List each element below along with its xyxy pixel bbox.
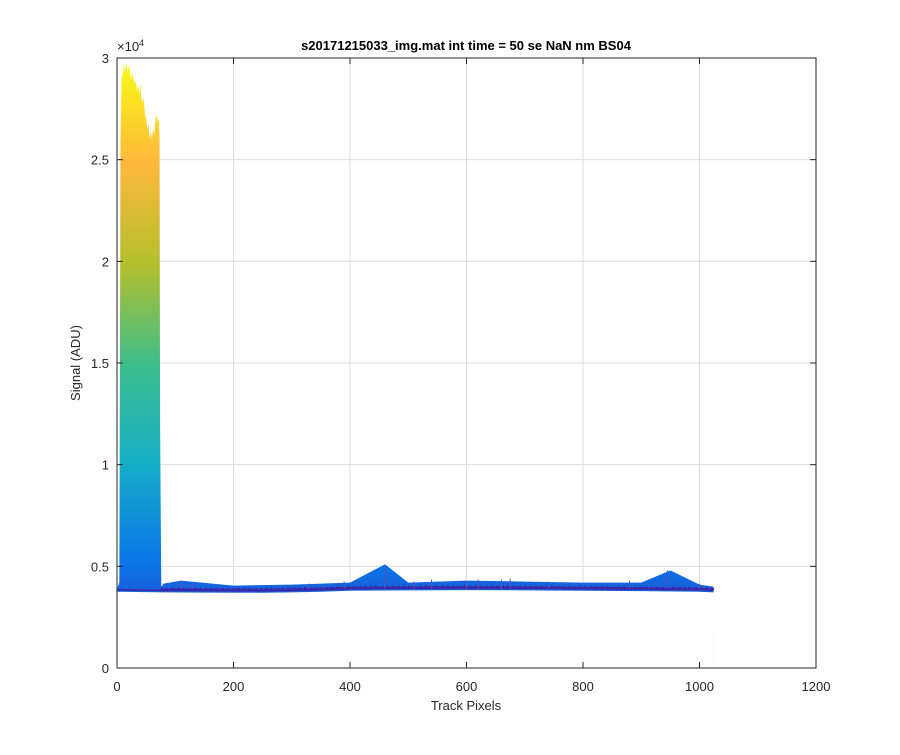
y-tick-label: 1 <box>102 458 109 473</box>
y-tick-label: 1.5 <box>91 356 109 371</box>
chart-title: s20171215033_img.mat int time = 50 se Na… <box>301 38 632 53</box>
ticks <box>116 57 817 669</box>
x-tick-label: 1200 <box>802 679 831 694</box>
x-tick-labels: 0 200 400 600 800 1000 1200 <box>113 679 830 694</box>
y-tick-label: 0 <box>102 661 109 676</box>
x-tick-label: 400 <box>339 679 361 694</box>
x-tick-label: 0 <box>113 679 120 694</box>
y-tick-label: 0.5 <box>91 559 109 574</box>
x-tick-label: 600 <box>456 679 478 694</box>
y-tick-label: 2.5 <box>91 153 109 168</box>
y-tick-labels: 0 0.5 1 1.5 2 2.5 3 <box>91 51 109 676</box>
x-tick-label: 800 <box>572 679 594 694</box>
x-tick-label: 1000 <box>685 679 714 694</box>
baseline-line <box>117 587 714 592</box>
y-axis-label: Signal (ADU) <box>68 325 83 401</box>
y-tick-label: 3 <box>102 51 109 66</box>
y-tick-label: 2 <box>102 254 109 269</box>
y-exponent-label: ×104 <box>117 38 144 54</box>
x-axis-label: Track Pixels <box>431 698 502 713</box>
y-exponent-power: 4 <box>139 38 144 48</box>
grid <box>117 58 816 668</box>
data-area <box>117 62 715 668</box>
below-baseline-mask <box>117 590 714 668</box>
x-tick-label: 200 <box>223 679 245 694</box>
